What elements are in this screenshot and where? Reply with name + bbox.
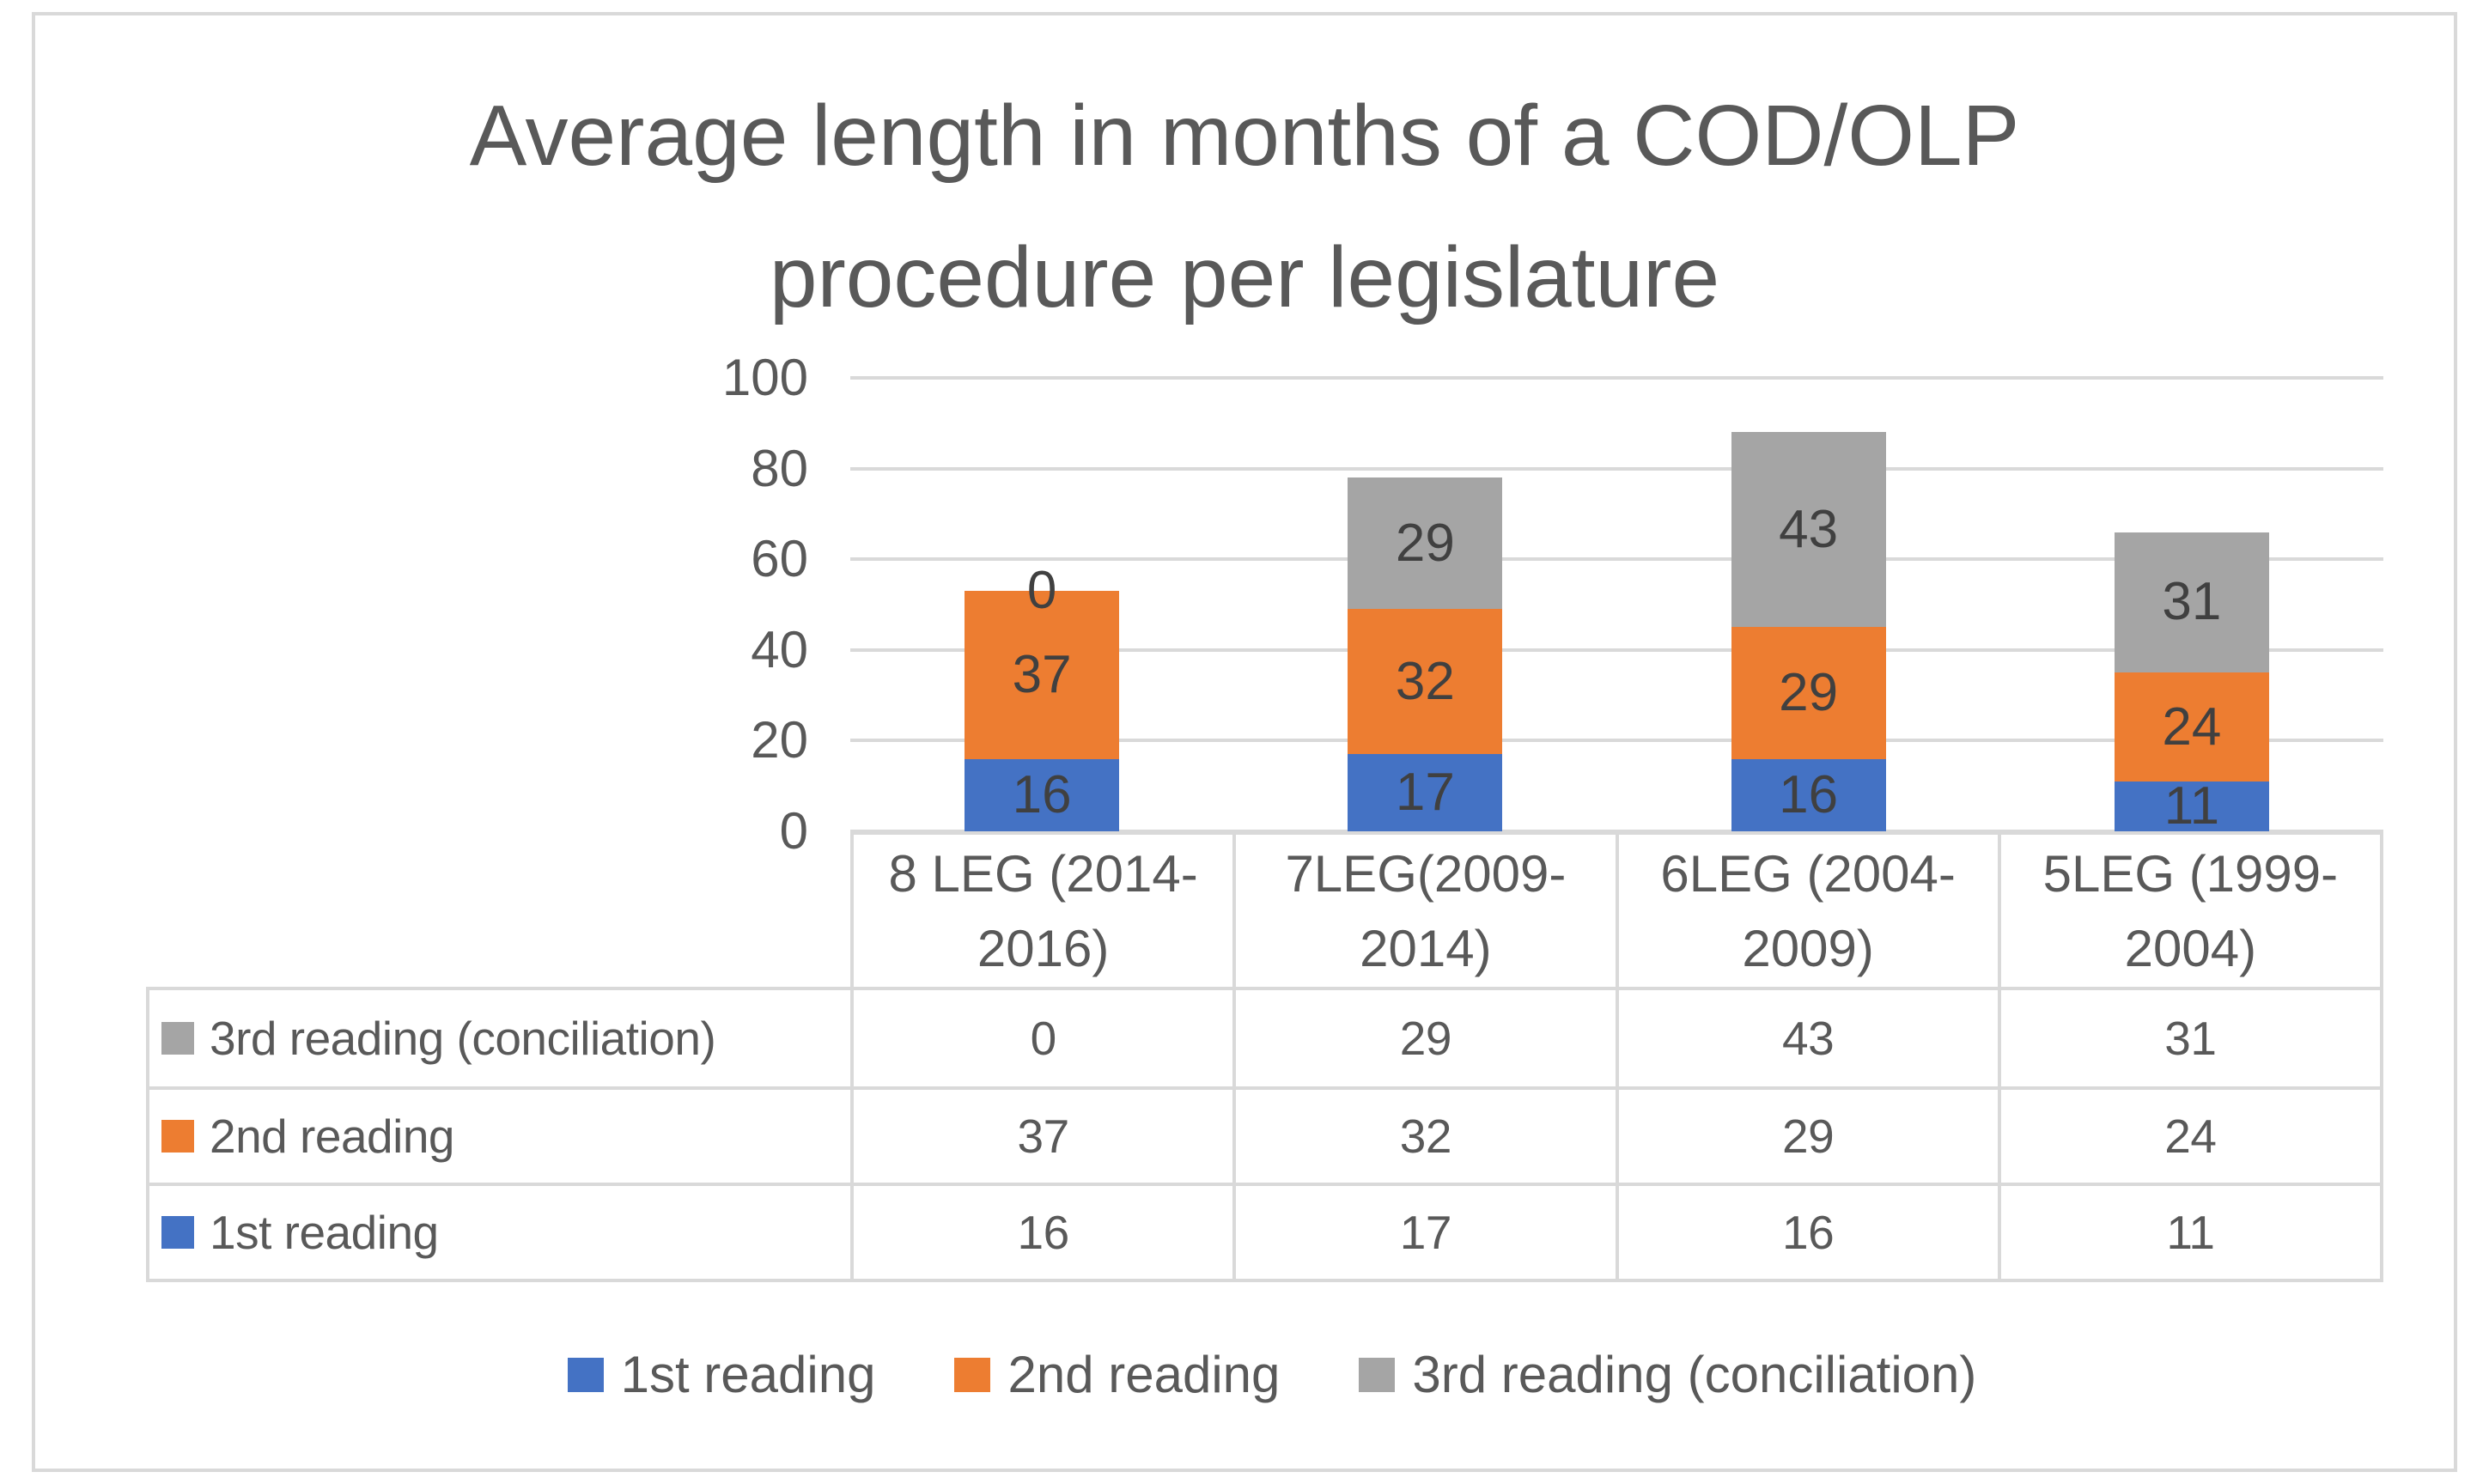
bar-value-label: 29	[1779, 662, 1839, 722]
table-cell: 16	[1615, 1183, 1998, 1279]
bar-stack: 17 32 29	[1348, 378, 1503, 831]
y-tick-label: 40	[751, 620, 808, 678]
legend-label: 3rd reading (conciliation)	[1412, 1346, 1977, 1403]
bar-segment	[2114, 532, 2269, 673]
table-cell: 31	[1997, 990, 2380, 1086]
legend-item: 1st reading	[567, 1345, 876, 1404]
table-cell: 32	[1232, 1086, 1616, 1183]
series-swatch-3rd-reading-icon	[161, 1022, 194, 1055]
bar-value-label: 37	[1012, 644, 1072, 704]
bar-stack: 16 29 43	[1731, 378, 1886, 831]
y-tick-label: 0	[779, 802, 808, 860]
x-axis-label: 6LEG (2004-2009)	[1615, 835, 1998, 987]
table-cell: 37	[850, 1086, 1233, 1183]
x-axis-label: 7LEG(2009-2014)	[1232, 835, 1615, 987]
y-axis-labels: 0 20 40 60 80 100	[551, 352, 808, 857]
x-axis-category-row: 8 LEG (2014-2016) 7LEG(2009-2014) 6LEG (…	[850, 831, 2383, 990]
table-cell: 0	[850, 990, 1232, 1086]
plot-area: 16 37 0 17 32 29 16 29 43 11 24 31	[850, 376, 2383, 833]
bar-segment	[2114, 672, 2269, 782]
bar-segment	[965, 591, 1120, 759]
gridline	[850, 648, 2383, 652]
bar-segment	[1731, 432, 1886, 628]
chart-frame: Average length in months of a COD/OLP pr…	[32, 12, 2457, 1472]
bar-value-label: 32	[1395, 651, 1455, 711]
gridline	[850, 466, 2383, 471]
table-row-label-text: 2nd reading	[210, 1110, 455, 1163]
bar-segment	[1731, 627, 1886, 759]
bar-value-label: 29	[1395, 513, 1455, 573]
y-tick-label: 80	[751, 439, 808, 497]
gridline	[850, 557, 2383, 562]
chart-title: Average length in months of a COD/OLP pr…	[35, 65, 2454, 349]
gridline	[850, 376, 2383, 380]
series-swatch-2nd-reading-icon	[161, 1120, 194, 1153]
legend-swatch-2nd-reading-icon	[954, 1357, 991, 1392]
chart-title-text: Average length in months of a COD/OLP pr…	[469, 88, 2020, 325]
bar-segment	[1348, 609, 1503, 755]
bar-value-label: 17	[1395, 763, 1455, 823]
table-row-label: 3rd reading (conciliation)	[149, 990, 850, 1086]
legend-label: 1st reading	[620, 1346, 876, 1403]
x-axis-label: 8 LEG (2014-2016)	[888, 844, 1198, 977]
bar-value-label: 31	[2162, 572, 2222, 632]
bar-segment	[2114, 781, 2269, 831]
gridline	[850, 739, 2383, 743]
bar-segment	[1348, 477, 1503, 610]
table-cell: 17	[1232, 1183, 1616, 1279]
bar-value-label: 0	[1026, 561, 1057, 621]
legend-item: 2nd reading	[954, 1345, 1280, 1404]
bar-segment	[965, 758, 1120, 831]
table-cell: 16	[850, 1183, 1233, 1279]
legend-item: 3rd reading (conciliation)	[1359, 1345, 1976, 1404]
bar-stack: 16 37 0	[965, 378, 1120, 831]
x-axis-label: 5LEG (1999-2004)	[1997, 835, 2380, 987]
bar-value-label: 16	[1779, 764, 1839, 824]
legend-swatch-1st-reading-icon	[567, 1357, 604, 1392]
bar-value-label: 11	[2163, 775, 2220, 836]
table-row-label-text: 1st reading	[210, 1206, 439, 1259]
bar-segment	[1731, 758, 1886, 831]
legend-swatch-3rd-reading-icon	[1359, 1357, 1396, 1392]
series-swatch-1st-reading-icon	[161, 1216, 194, 1249]
table-row-label: 2nd reading	[149, 1086, 850, 1183]
data-table: 3rd reading (conciliation) 0 29 43 31 2n…	[146, 987, 2383, 1282]
table-row-label: 1st reading	[149, 1183, 850, 1279]
bar-value-label: 43	[1779, 499, 1839, 559]
table-cell: 43	[1615, 990, 1998, 1086]
bar-value-label: 16	[1012, 764, 1072, 824]
y-tick-label: 60	[751, 530, 808, 588]
table-cell: 11	[1997, 1183, 2380, 1279]
table-cell: 29	[1232, 990, 1615, 1086]
bar-stack: 11 24 31	[2114, 378, 2269, 832]
legend-label: 2nd reading	[1007, 1346, 1281, 1403]
table-cell: 24	[1997, 1086, 2380, 1183]
y-tick-label: 20	[751, 711, 808, 769]
bar-value-label: 24	[2162, 696, 2222, 757]
legend: 1st reading 2nd reading 3rd reading (con…	[90, 1345, 2454, 1404]
table-row-label-text: 3rd reading (conciliation)	[210, 1012, 716, 1065]
y-tick-label: 100	[721, 349, 808, 406]
bar-segment	[1348, 754, 1503, 831]
table-cell: 29	[1615, 1086, 1998, 1183]
